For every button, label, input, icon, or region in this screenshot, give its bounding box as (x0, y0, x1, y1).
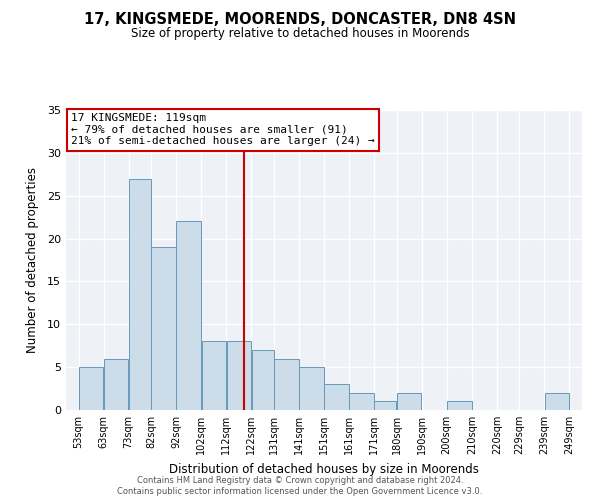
Bar (251, 350, 274, 410)
Bar (274, 358, 299, 410)
Bar (129, 178, 151, 410)
Bar (202, 342, 226, 410)
Bar (349, 393, 374, 410)
Y-axis label: Number of detached properties: Number of detached properties (26, 167, 38, 353)
Bar (227, 342, 251, 410)
Bar (299, 367, 324, 410)
Bar (104, 358, 128, 410)
Bar (397, 393, 421, 410)
Bar (79, 367, 103, 410)
X-axis label: Distribution of detached houses by size in Moorends: Distribution of detached houses by size … (169, 462, 479, 475)
Bar (176, 222, 201, 410)
Text: Contains HM Land Registry data © Crown copyright and database right 2024.: Contains HM Land Registry data © Crown c… (137, 476, 463, 485)
Bar (374, 402, 397, 410)
Bar (324, 384, 349, 410)
Text: Contains public sector information licensed under the Open Government Licence v3: Contains public sector information licen… (118, 488, 482, 496)
Text: Size of property relative to detached houses in Moorends: Size of property relative to detached ho… (131, 28, 469, 40)
Bar (447, 402, 472, 410)
Text: 17 KINGSMEDE: 119sqm
← 79% of detached houses are smaller (91)
21% of semi-detac: 17 KINGSMEDE: 119sqm ← 79% of detached h… (71, 113, 375, 146)
Bar (545, 393, 569, 410)
Text: 17, KINGSMEDE, MOORENDS, DONCASTER, DN8 4SN: 17, KINGSMEDE, MOORENDS, DONCASTER, DN8 … (84, 12, 516, 28)
Bar (151, 247, 176, 410)
